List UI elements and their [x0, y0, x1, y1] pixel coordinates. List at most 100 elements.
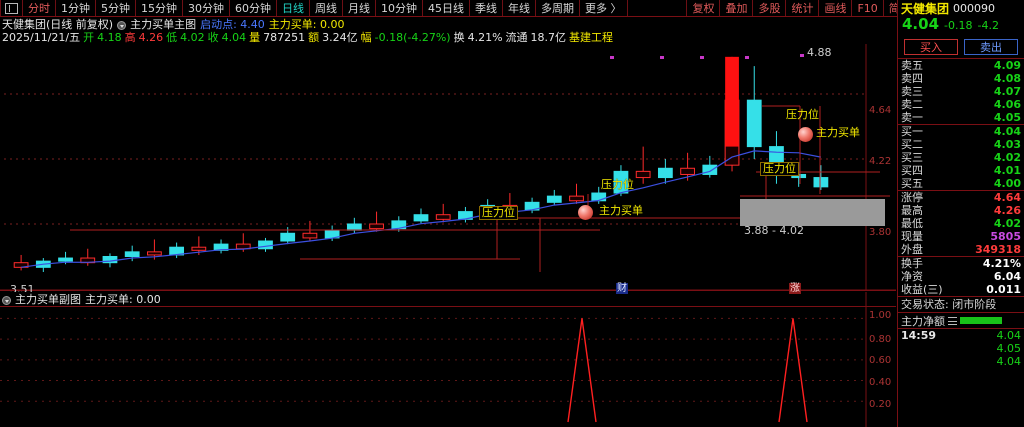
menu-period-item-14[interactable]: 更多 〉: [579, 0, 628, 16]
menu-period-item-10[interactable]: 45日线: [422, 0, 470, 16]
sub-chart-canvas: [0, 292, 867, 427]
high-value: 4.26: [138, 31, 164, 44]
divider: [898, 328, 1024, 329]
divider: [898, 256, 1024, 257]
menu-period-item-5[interactable]: 60分钟: [229, 0, 277, 16]
bid-level-label: 买二: [901, 138, 923, 151]
quote-stats-list: 涨停 4.64 最高 4.26 最低 4.02 现量 5805 外盘 349318: [898, 191, 1024, 256]
main-chart-canvas: [0, 44, 896, 291]
menu-tool-item-4[interactable]: 画线: [818, 0, 853, 16]
menu-period-item-8[interactable]: 月线: [342, 0, 376, 16]
quote-stock-header: 天健集团 000090: [898, 0, 1024, 17]
main-candlestick-chart[interactable]: 压力位 压力位 压力位 压力位 主力买单 主力买单 4.88 3.51 3.88…: [0, 44, 896, 295]
menu-period-item-4[interactable]: 30分钟: [182, 0, 230, 16]
menu-period-item-9[interactable]: 10分钟: [375, 0, 423, 16]
ask-level-row[interactable]: 卖四 4.08: [898, 72, 1024, 85]
indicator-name[interactable]: 主力买单主图: [130, 17, 197, 31]
tick-price: 4.04: [996, 355, 1022, 368]
turnover-value: 4.21%: [467, 31, 503, 44]
bid-level-row[interactable]: 买二 4.03: [898, 138, 1024, 151]
bid-level-row[interactable]: 买四 4.01: [898, 164, 1024, 177]
menu-period-item-0[interactable]: 分时: [22, 0, 56, 16]
menu-period-item-12[interactable]: 年线: [502, 0, 536, 16]
ask-level-row[interactable]: 卖三 4.07: [898, 85, 1024, 98]
dropdown-circle-icon[interactable]: [117, 20, 127, 30]
main-axis-label-2: 3.80: [869, 227, 892, 238]
quote-stat-value: 4.64: [993, 191, 1021, 204]
bid-level-row[interactable]: 买五 4.00: [898, 177, 1024, 190]
peak-price-tag: 4.88: [807, 46, 832, 59]
marker-news-blue[interactable]: 财: [616, 283, 628, 294]
bid-level-row[interactable]: 买三 4.02: [898, 151, 1024, 164]
sub-axis-label-0: 1.00: [869, 310, 892, 321]
sub-indicator-chart[interactable]: 主力买单副图 主力买单: 0.00 财 涨 1.00 0.80 0.60 0.4…: [0, 283, 896, 427]
quote-ratio-label: 净资: [901, 270, 923, 283]
band-range-tag: 3.88 - 4.02: [744, 224, 804, 237]
bid-level-label: 买一: [901, 125, 923, 138]
quote-stat-value: 4.26: [993, 204, 1021, 217]
quote-ratio-label: 换手: [901, 257, 923, 270]
ask-level-value: 4.07: [993, 85, 1021, 98]
menu-bars-icon[interactable]: [948, 316, 957, 325]
menu-tool-item-1[interactable]: 叠加: [719, 0, 754, 16]
bid-level-value: 4.03: [993, 138, 1021, 151]
bid-level-label: 买四: [901, 164, 923, 177]
quote-ratio-row[interactable]: 换手 4.21%: [898, 257, 1024, 270]
quote-stat-label: 现量: [901, 230, 923, 243]
chart-info-row-1: 天健集团(日线 前复权) 主力买单主图 启动点: 4.40 主力买单: 0.00: [2, 18, 345, 30]
amount-value: 3.24亿: [322, 31, 358, 44]
buy-button[interactable]: 买入: [904, 39, 958, 55]
ask-level-label: 卖二: [901, 98, 923, 111]
bid-level-row[interactable]: 买一 4.04: [898, 125, 1024, 138]
ask-level-row[interactable]: 卖二 4.06: [898, 98, 1024, 111]
quote-ratio-value: 6.04: [993, 270, 1021, 283]
resistance-label-4: 压力位: [760, 162, 799, 176]
menu-period-item-7[interactable]: 周线: [309, 0, 343, 16]
divider: [898, 312, 1024, 313]
menu-period-item-13[interactable]: 多周期: [535, 0, 580, 16]
open-value: 4.18: [97, 31, 122, 44]
trade-status-text: 交易状态: 闭市阶段: [901, 298, 997, 311]
quote-stat-row[interactable]: 最高 4.26: [898, 204, 1024, 217]
menu-tool-item-3[interactable]: 统计: [785, 0, 820, 16]
menu-period-item-2[interactable]: 5分钟: [95, 0, 136, 16]
window-icon-button[interactable]: [0, 0, 23, 16]
quote-price-row: 4.04 -0.18 -4.2: [898, 17, 1024, 36]
menu-spacer: [627, 0, 687, 16]
divider: [898, 58, 1024, 59]
quote-stat-row[interactable]: 涨停 4.64: [898, 191, 1024, 204]
quote-stat-row[interactable]: 现量 5805: [898, 230, 1024, 243]
quote-stock-code: 000090: [953, 2, 996, 15]
tick-time: 14:59: [901, 329, 937, 342]
resistance-label-2: 压力位: [601, 178, 634, 191]
sub-chart-value: 主力买单: 0.00: [85, 293, 161, 306]
menu-tool-item-2[interactable]: 多股: [752, 0, 787, 16]
bid-level-value: 4.02: [993, 151, 1021, 164]
menu-tool-item-0[interactable]: 复权: [686, 0, 721, 16]
open-key: 开: [83, 31, 95, 44]
dropdown-circle-icon[interactable]: [2, 295, 11, 305]
ask-level-row[interactable]: 卖五 4.09: [898, 59, 1024, 72]
sell-button[interactable]: 卖出: [964, 39, 1018, 55]
tick-row: 4.05: [898, 342, 1024, 355]
menu-tool-item-5[interactable]: F10: [851, 0, 884, 16]
menu-period-item-6[interactable]: 日线: [276, 0, 310, 16]
sub-chart-title[interactable]: 主力买单副图: [15, 293, 81, 306]
chart-title: 天健集团(日线 前复权): [2, 17, 114, 31]
ask-level-row[interactable]: 卖一 4.05: [898, 111, 1024, 124]
low-key: 低: [166, 31, 178, 44]
quote-ratio-row[interactable]: 收益(三) 0.011: [898, 283, 1024, 296]
main-net-amount-row[interactable]: 主力净额: [898, 313, 1024, 328]
sub-axis-label-1: 0.80: [869, 334, 892, 345]
main-buy-label-2: 主力买单: [816, 126, 860, 139]
quote-stat-row[interactable]: 最低 4.02: [898, 217, 1024, 230]
menu-period-item-1[interactable]: 1分钟: [55, 0, 96, 16]
main-buy-label: 主力买单: 0.00: [268, 17, 345, 31]
marker-rise-red[interactable]: 涨: [789, 283, 801, 294]
menu-period-item-11[interactable]: 季线: [469, 0, 503, 16]
ask-level-label: 卖四: [901, 72, 923, 85]
menu-period-item-3[interactable]: 15分钟: [135, 0, 183, 16]
quote-ratio-row[interactable]: 净资 6.04: [898, 270, 1024, 283]
bid-levels-list: 买一 4.04 买二 4.03 买三 4.02 买四 4.01 买五 4.00: [898, 125, 1024, 190]
quote-stat-row[interactable]: 外盘 349318: [898, 243, 1024, 256]
